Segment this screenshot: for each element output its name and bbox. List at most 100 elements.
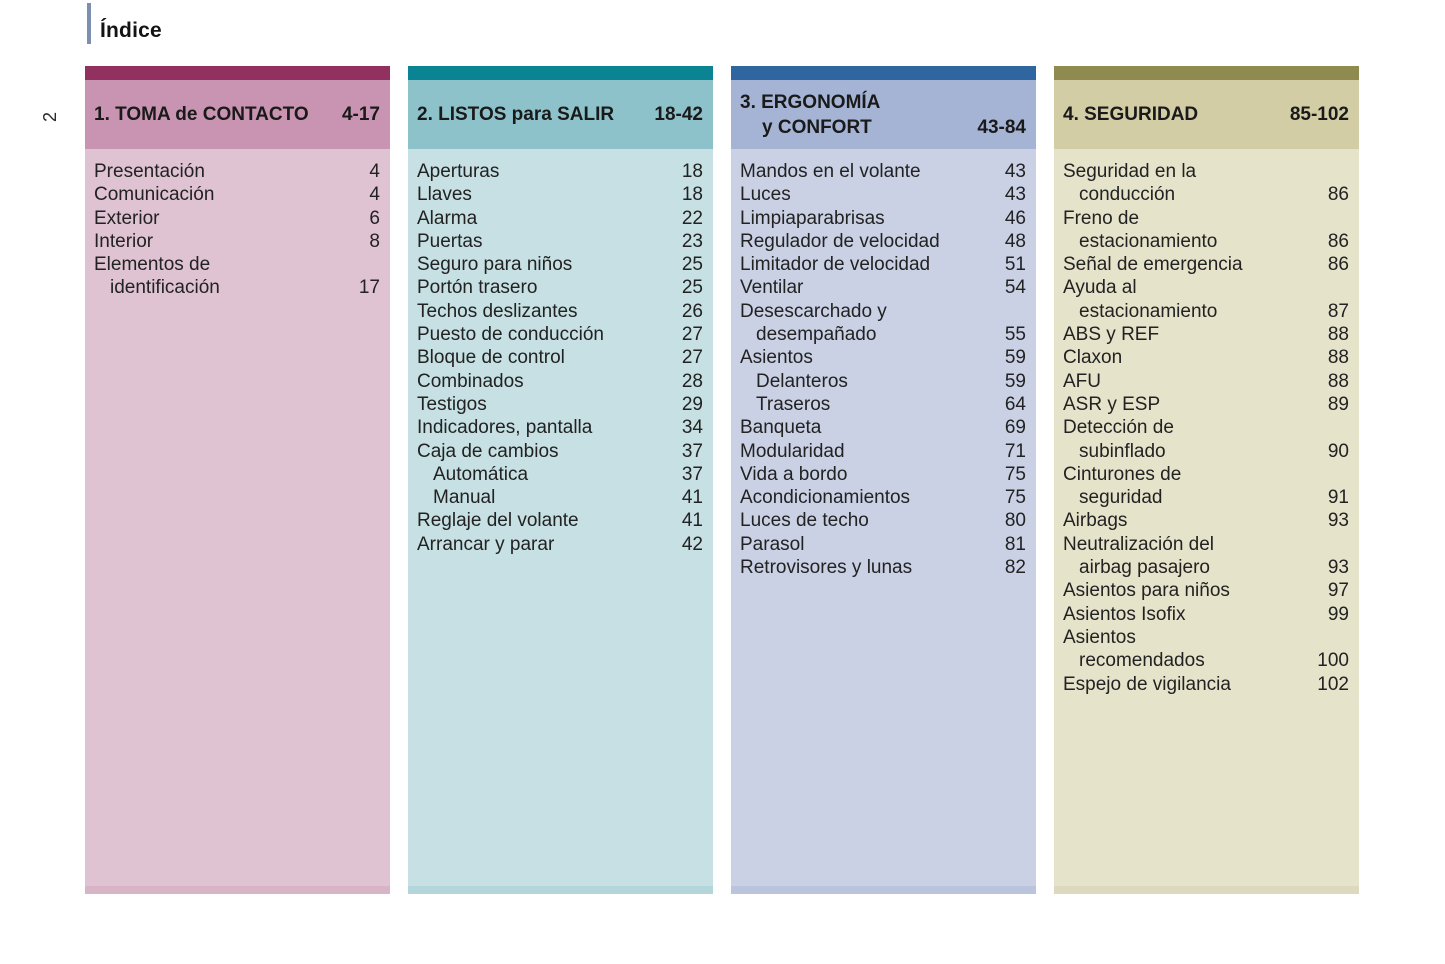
- index-columns: 1. TOMA de CONTACTO 4-17 Presentación 4 Comu…: [85, 66, 1359, 894]
- entry-label-line: Freno de: [1063, 207, 1349, 230]
- entry-label-line: Puesto de conducción 27: [417, 323, 703, 346]
- section-page-range: 85-102: [1289, 104, 1349, 125]
- entry-label-line: Airbags 93: [1063, 509, 1349, 532]
- toc-entry: Portón trasero 25: [417, 276, 703, 299]
- entry-page-number: 26: [681, 300, 703, 322]
- section-title: 1. TOMA de CONTACTO: [94, 104, 309, 125]
- entry-page-number: 59: [1004, 347, 1026, 369]
- toc-entry: Modularidad 71: [740, 440, 1026, 463]
- entry-page-number: 48: [1004, 230, 1026, 252]
- entry-label-line: ABS y REF 88: [1063, 323, 1349, 346]
- toc-entry: Llaves 18: [417, 183, 703, 206]
- title-accent-bar: [87, 3, 91, 44]
- entry-label: Puertas: [417, 230, 483, 252]
- entry-label-line: Limpiaparabrisas 46: [740, 207, 1026, 230]
- entry-page-number: 81: [1004, 533, 1026, 555]
- section-page-range: 18-42: [654, 104, 703, 125]
- toc-entry: Arrancar y parar 42: [417, 533, 703, 556]
- entry-label: Vida a bordo: [740, 463, 848, 485]
- entry-page-number: 90: [1327, 440, 1349, 462]
- entry-label: Aperturas: [417, 161, 500, 182]
- section-title-continued: y CONFORT: [762, 116, 872, 138]
- toc-entry: Automática 37: [417, 463, 703, 486]
- section-title-line-2: y CONFORT 43-84: [740, 115, 1026, 140]
- entry-label-line: Bloque de control 27: [417, 346, 703, 369]
- entry-page-number: 88: [1327, 347, 1349, 369]
- entry-label-line: Traseros 64: [740, 393, 1026, 416]
- entry-page-number: 28: [681, 370, 703, 392]
- entry-label: Interior: [94, 230, 154, 252]
- entry-label: Retrovisores y lunas: [740, 557, 913, 579]
- entry-label-line: Presentación 4: [94, 160, 380, 183]
- entry-label-line: Asientos Isofix 99: [1063, 603, 1349, 626]
- toc-entry: Freno de estacionamiento 86: [1063, 207, 1349, 254]
- entry-page-number: 88: [1327, 370, 1349, 392]
- page-number: 2: [39, 112, 60, 123]
- section-title-line: 1. TOMA de CONTACTO 4-17: [94, 102, 380, 127]
- section-listos-para-salir: 2. LISTOS para SALIR 18-42 Aperturas 18 Llav…: [408, 66, 713, 894]
- entry-label: Portón trasero: [417, 277, 538, 299]
- toc-entry: Señal de emergencia 86: [1063, 253, 1349, 276]
- toc-entry: Comunicación 4: [94, 183, 380, 206]
- entry-label-line: Desescarchado y: [740, 300, 1026, 323]
- toc-entry: Manual 41: [417, 486, 703, 509]
- section-header: 2. LISTOS para SALIR 18-42: [408, 80, 713, 149]
- entry-page-number: 42: [681, 533, 703, 555]
- section-title-line: 2. LISTOS para SALIR 18-42: [417, 102, 703, 127]
- section-entries: Mandos en el volante 43 Luces 43 Limpiaparab…: [731, 149, 1036, 894]
- toc-entry: Claxon 88: [1063, 346, 1349, 369]
- section-header: 4. SEGURIDAD 85-102: [1054, 80, 1359, 149]
- entry-continuation-line: conducción 86: [1063, 183, 1349, 206]
- entry-label: Presentación: [94, 161, 205, 182]
- entry-label: Freno de: [1063, 207, 1140, 229]
- entry-label: ASR y ESP: [1063, 393, 1161, 415]
- entry-label-line: Señal de emergencia 86: [1063, 253, 1349, 276]
- entry-page-number: 6: [369, 207, 380, 229]
- toc-entry: Asientos Isofix 99: [1063, 603, 1349, 626]
- toc-entry: Espejo de vigilancia 102: [1063, 673, 1349, 696]
- entry-label-continued: estacionamiento: [1079, 300, 1218, 322]
- entry-page-number: 27: [681, 324, 703, 346]
- entry-label: ABS y REF: [1063, 324, 1160, 346]
- entry-continuation-line: airbag pasajero 93: [1063, 556, 1349, 579]
- entry-page-number: 99: [1327, 603, 1349, 625]
- entry-label: Puesto de conducción: [417, 324, 604, 346]
- section-title: 2. LISTOS para SALIR: [417, 104, 615, 125]
- entry-label-line: Interior 8: [94, 230, 380, 253]
- toc-entry: Aperturas 18: [417, 160, 703, 183]
- entry-label: Modularidad: [740, 440, 845, 462]
- entry-label-continued: recomendados: [1079, 650, 1205, 672]
- entry-label-continued: conducción: [1079, 184, 1176, 206]
- entry-label: Claxon: [1063, 347, 1123, 369]
- section-header: 1. TOMA de CONTACTO 4-17: [85, 80, 390, 149]
- entry-label-line: Portón trasero 25: [417, 276, 703, 299]
- entry-label-continued: airbag pasajero: [1079, 557, 1210, 579]
- entry-page-number: 41: [681, 487, 703, 509]
- entry-label-line: Manual 41: [417, 486, 703, 509]
- toc-entry: Bloque de control 27: [417, 346, 703, 369]
- section-title-line: 3. ERGONOMÍA: [740, 90, 1026, 115]
- section-color-strip: [85, 66, 390, 80]
- entry-label: Alarma: [417, 207, 478, 229]
- entry-page-number: 25: [681, 277, 703, 299]
- toc-entry: Delanteros 59: [740, 370, 1026, 393]
- entry-page-number: 59: [1004, 370, 1026, 392]
- entry-label: Limpiaparabrisas: [740, 207, 885, 229]
- entry-label-line: Delanteros 59: [740, 370, 1026, 393]
- entry-label: Airbags: [1063, 510, 1128, 532]
- section-color-strip: [408, 66, 713, 80]
- entry-label: Comunicación: [94, 184, 215, 206]
- entry-page-number: 86: [1327, 184, 1349, 206]
- entry-page-number: 91: [1327, 487, 1349, 509]
- section-entries: Seguridad en la conducción 86 Freno de estac…: [1054, 149, 1359, 894]
- entry-continuation-line: desempañado 55: [740, 323, 1026, 346]
- entry-label: Señal de emergencia: [1063, 254, 1243, 276]
- section-ergonomia-y-confort: 3. ERGONOMÍA y CONFORT 43-84 Mandos en el v…: [731, 66, 1036, 894]
- toc-entry: Presentación 4: [94, 160, 380, 183]
- entry-label-line: Llaves 18: [417, 183, 703, 206]
- entry-label-line: Comunicación 4: [94, 183, 380, 206]
- section-toma-de-contacto: 1. TOMA de CONTACTO 4-17 Presentación 4 Comu…: [85, 66, 390, 894]
- entry-label-line: Seguridad en la: [1063, 160, 1349, 183]
- entry-page-number: 43: [1004, 161, 1026, 182]
- entry-label: Reglaje del volante: [417, 510, 579, 532]
